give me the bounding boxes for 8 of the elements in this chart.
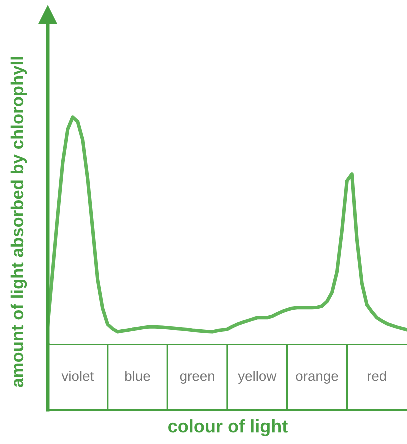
x-axis-title: colour of light bbox=[168, 420, 288, 436]
text: yellow bbox=[238, 371, 277, 384]
text: blue bbox=[126, 371, 150, 382]
text: green bbox=[180, 374, 214, 384]
text: orange bbox=[296, 374, 338, 384]
text: red bbox=[368, 371, 386, 382]
text: violet bbox=[62, 371, 94, 382]
y-axis-title: amount of light absorbed by chlorophyll bbox=[10, 57, 28, 388]
